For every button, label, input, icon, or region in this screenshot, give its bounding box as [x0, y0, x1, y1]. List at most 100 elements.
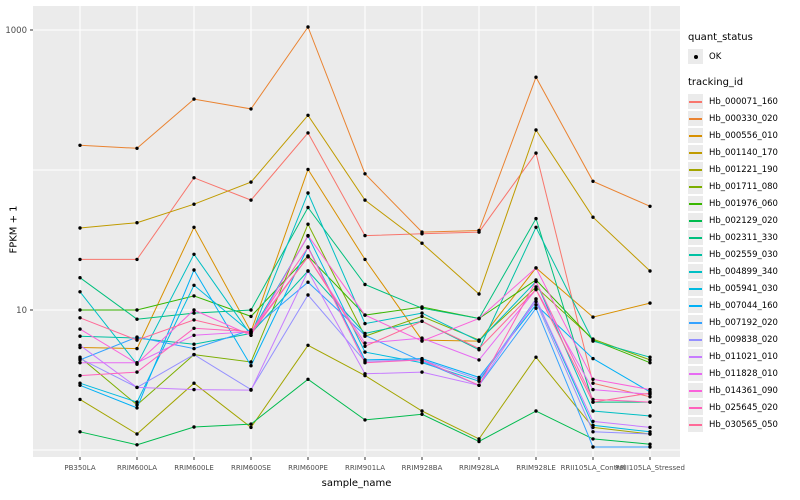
x-tick-label: RRII105LA_Stressed	[615, 464, 685, 472]
data-point	[192, 333, 196, 337]
data-point	[648, 391, 652, 395]
data-point	[306, 25, 310, 29]
data-point	[477, 339, 481, 343]
legend-item-Hb_007192_020: Hb_007192_020	[688, 314, 800, 331]
data-point	[363, 344, 367, 348]
x-tick-label: RRIM901LA	[345, 464, 385, 472]
data-point	[591, 315, 595, 319]
data-point	[363, 313, 367, 317]
data-point	[249, 308, 253, 312]
data-point	[363, 233, 367, 238]
legend-line-icon	[689, 287, 702, 290]
legend-item-label: Hb_030565_050	[709, 419, 778, 430]
legend-line-icon	[689, 219, 702, 222]
data-point	[78, 316, 82, 320]
data-point	[192, 294, 196, 298]
data-point	[306, 245, 310, 250]
data-point	[591, 397, 595, 402]
legend-item-label: Hb_011828_010	[709, 368, 778, 379]
legend-key-swatch	[688, 111, 703, 126]
data-point	[477, 228, 481, 233]
data-point	[192, 311, 196, 315]
data-point	[306, 255, 310, 259]
data-point	[420, 311, 424, 315]
legend-item-Hb_011828_010: Hb_011828_010	[688, 365, 800, 382]
data-point	[648, 414, 652, 418]
data-point	[420, 314, 424, 319]
legend-key-swatch	[688, 128, 703, 143]
legend-item-Hb_025645_020: Hb_025645_020	[688, 399, 800, 416]
legend-item-label: Hb_014361_090	[709, 385, 778, 396]
data-point	[420, 370, 424, 374]
legend-key-swatch	[688, 400, 703, 415]
legend-key-swatch	[688, 230, 703, 245]
legend-line-icon	[689, 151, 702, 154]
data-point	[591, 445, 595, 449]
y-tick-label: 1000	[5, 26, 27, 36]
data-point	[534, 409, 538, 413]
data-point	[477, 377, 481, 381]
x-tick-label: RRIM600LA	[117, 464, 157, 472]
data-point	[78, 276, 82, 280]
data-point	[306, 343, 310, 347]
data-point	[591, 437, 595, 441]
data-point	[249, 360, 253, 364]
data-point	[78, 290, 82, 294]
legend-item-Hb_000330_020: Hb_000330_020	[688, 110, 800, 127]
data-point	[363, 350, 367, 354]
x-tick-label: RRIM928LE	[516, 464, 556, 472]
data-point	[591, 339, 595, 343]
data-point	[249, 198, 253, 202]
legend-line-icon	[689, 321, 702, 324]
data-point	[249, 180, 253, 184]
data-point	[591, 381, 595, 385]
data-point	[78, 361, 82, 365]
legend-key-swatch	[688, 247, 703, 262]
data-point	[363, 361, 367, 365]
legend-item-label: Hb_011021_010	[709, 351, 778, 362]
legend-item-Hb_001140_170: Hb_001140_170	[688, 144, 800, 161]
data-point	[648, 442, 652, 446]
data-point	[192, 202, 196, 206]
legend-key-swatch	[688, 366, 703, 381]
data-point	[363, 198, 367, 202]
data-point	[420, 336, 424, 340]
data-point	[135, 221, 139, 225]
legend-item-Hb_001976_060: Hb_001976_060	[688, 195, 800, 212]
data-point	[249, 331, 253, 336]
legend-line-icon	[689, 185, 702, 188]
y-tick-label: 10	[16, 306, 27, 316]
data-point	[78, 397, 82, 402]
legend-line-icon	[689, 355, 702, 358]
data-point	[477, 358, 481, 362]
data-point	[135, 146, 139, 150]
data-point	[591, 356, 595, 361]
data-point	[192, 326, 196, 330]
legend-line-icon	[689, 253, 702, 256]
legend-item-Hb_002129_020: Hb_002129_020	[688, 212, 800, 229]
data-point	[591, 387, 595, 392]
x-tick-label: RRIM600SE	[231, 464, 271, 472]
data-point	[648, 395, 652, 399]
data-point	[306, 191, 310, 195]
legend-item-label: Hb_000071_160	[709, 96, 778, 107]
legend-line-icon	[689, 134, 702, 137]
data-point	[135, 443, 139, 447]
data-point	[192, 225, 196, 229]
data-point	[306, 293, 310, 297]
legend-key-swatch	[688, 196, 703, 211]
data-point	[534, 279, 538, 284]
legend-item-Hb_007044_160: Hb_007044_160	[688, 297, 800, 314]
legend-item-Hb_000071_160: Hb_000071_160	[688, 93, 800, 110]
legend-item-label: Hb_025645_020	[709, 402, 778, 413]
x-tick-label: RRIM928BA	[402, 464, 443, 472]
data-point	[78, 257, 82, 262]
data-point	[591, 409, 595, 413]
data-point	[591, 377, 595, 381]
data-point	[192, 346, 196, 351]
legend-key-swatch	[688, 349, 703, 364]
legend-line-icon	[689, 389, 702, 392]
data-point	[591, 179, 595, 183]
data-point	[306, 131, 310, 135]
data-point	[192, 252, 196, 256]
